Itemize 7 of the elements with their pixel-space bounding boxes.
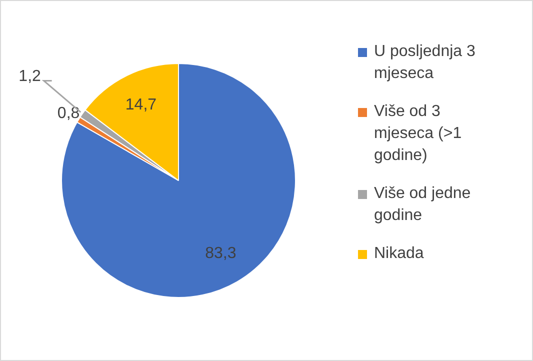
data-label: 14,7 — [125, 96, 157, 114]
data-label: 1,2 — [18, 68, 42, 86]
legend-label: Nikada — [374, 244, 424, 264]
legend-label: Više od jedne godine — [374, 184, 472, 226]
data-label: 83,3 — [205, 244, 236, 262]
legend-label: U posljednja 3 mjeseca — [374, 42, 476, 84]
legend-label: Više od 3 mjeseca (>1 godine) — [374, 102, 463, 166]
